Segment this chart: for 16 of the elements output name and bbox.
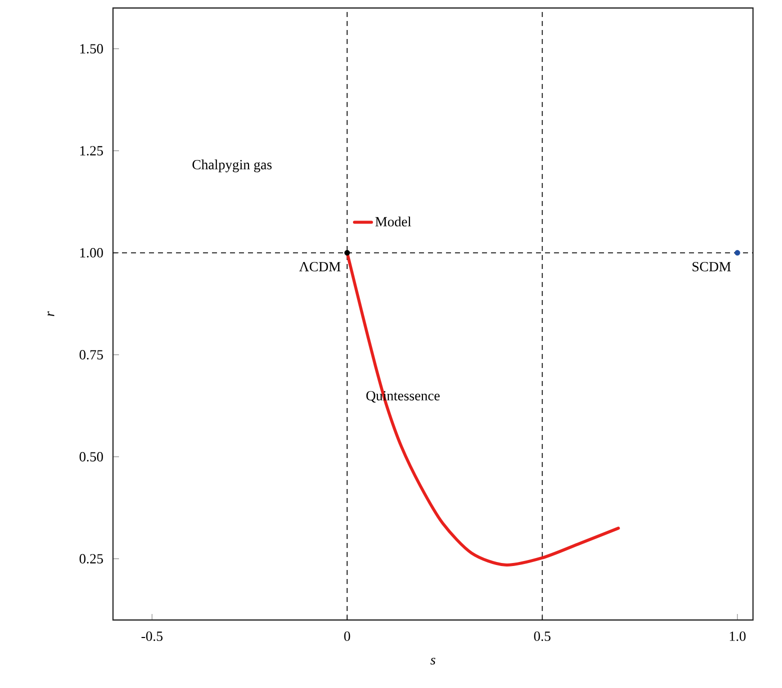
y-tick-label: 1.50	[80, 44, 103, 54]
legend-label: Model	[375, 216, 412, 226]
x-tick-label: 0.5	[534, 632, 550, 641]
y-tick-label: 1.25	[80, 146, 103, 156]
x-tick-label: 1.0	[730, 632, 746, 641]
x-tick-label: -0.5	[142, 632, 163, 641]
y-tick-label: 0.25	[80, 554, 103, 564]
y-tick-label: 0.75	[80, 350, 103, 360]
x-axis-title: s	[430, 658, 436, 665]
y-tick-label: 0.50	[80, 452, 103, 462]
annotation: Chalpygin gas	[192, 160, 272, 172]
y-tick-label: 1.00	[80, 248, 103, 258]
annotation: ΛCDM	[299, 262, 341, 272]
annotation: SCDM	[692, 262, 731, 272]
x-tick-label: 0	[344, 632, 350, 641]
y-axis-title: r	[48, 311, 54, 316]
